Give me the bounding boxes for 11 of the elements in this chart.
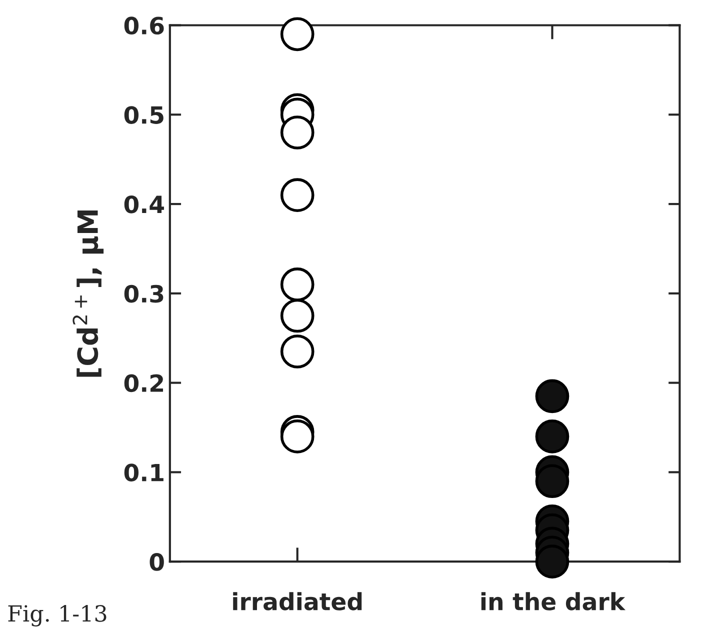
- x-tick-label: irradiated: [233, 592, 362, 610]
- y-tick-label: 0.5: [124, 106, 164, 124]
- y-tick-label: 0.3: [124, 284, 164, 303]
- x-tick-label: in the dark: [481, 592, 626, 610]
- y-tick-label: 0.4: [124, 195, 164, 214]
- y-tick-label: 0.2: [124, 374, 164, 392]
- y-axis-title: [Cd$^{2+}$], μM: [72, 210, 104, 377]
- y-tick-label: 0.1: [124, 464, 164, 482]
- y-tick-label: 0.6: [124, 16, 164, 35]
- caption: Fig. 1-13: [8, 605, 106, 626]
- y-tick-label: 0: [150, 553, 164, 571]
